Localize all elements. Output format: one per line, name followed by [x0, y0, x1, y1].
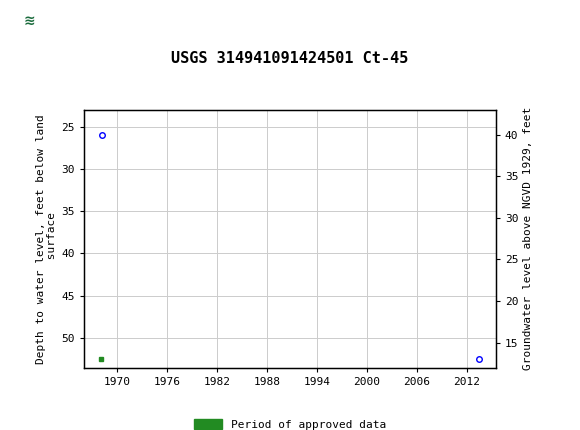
Text: USGS: USGS	[58, 12, 113, 29]
Y-axis label: Groundwater level above NGVD 1929, feet: Groundwater level above NGVD 1929, feet	[523, 107, 532, 370]
Text: USGS 314941091424501 Ct-45: USGS 314941091424501 Ct-45	[171, 51, 409, 66]
Y-axis label: Depth to water level, feet below land
 surface: Depth to water level, feet below land su…	[36, 114, 57, 363]
FancyBboxPatch shape	[9, 6, 49, 35]
Text: ≋: ≋	[23, 13, 35, 28]
Legend: Period of approved data: Period of approved data	[190, 415, 390, 430]
